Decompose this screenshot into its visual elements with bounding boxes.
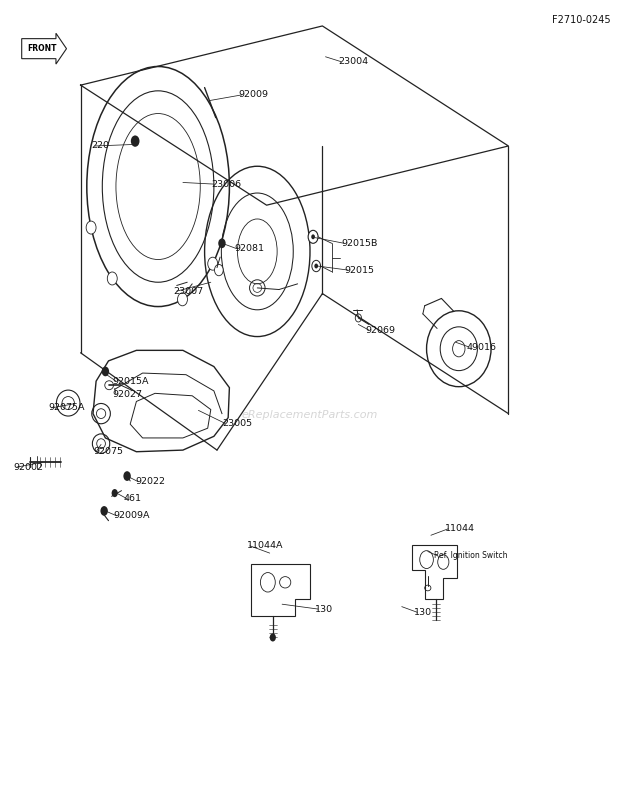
Text: 92075: 92075	[93, 447, 123, 457]
Text: FRONT: FRONT	[27, 44, 56, 54]
Text: 23007: 23007	[174, 286, 204, 296]
Circle shape	[314, 264, 318, 268]
Circle shape	[131, 135, 140, 147]
Text: 49016: 49016	[466, 342, 496, 352]
Text: 130: 130	[414, 607, 432, 617]
Text: 23006: 23006	[211, 179, 241, 189]
Circle shape	[102, 367, 109, 376]
Text: 92075A: 92075A	[48, 403, 85, 413]
FancyArrow shape	[22, 33, 66, 64]
Text: 92081: 92081	[234, 244, 264, 254]
Text: 23005: 23005	[222, 418, 252, 428]
Circle shape	[215, 264, 223, 276]
Text: 23004: 23004	[338, 57, 368, 67]
Text: eReplacementParts.com: eReplacementParts.com	[242, 410, 378, 420]
Text: 92002: 92002	[14, 462, 43, 472]
Circle shape	[107, 272, 117, 285]
Text: Ref. Ignition Switch: Ref. Ignition Switch	[434, 551, 508, 560]
Text: 92015: 92015	[345, 265, 374, 275]
Circle shape	[311, 234, 315, 239]
Text: 92027: 92027	[113, 389, 143, 399]
Text: 92015A: 92015A	[113, 376, 149, 386]
Text: 92009A: 92009A	[113, 511, 150, 521]
Circle shape	[308, 230, 318, 243]
Text: F2710-0245: F2710-0245	[552, 15, 611, 24]
Text: 220: 220	[92, 141, 110, 151]
Circle shape	[270, 633, 276, 642]
Text: 130: 130	[315, 604, 333, 614]
Circle shape	[312, 260, 321, 272]
Circle shape	[123, 471, 131, 481]
Text: 92015B: 92015B	[341, 238, 378, 248]
Text: 92069: 92069	[366, 325, 396, 335]
Circle shape	[86, 221, 96, 234]
Circle shape	[100, 506, 108, 516]
Text: 92022: 92022	[135, 477, 165, 487]
Circle shape	[208, 257, 218, 270]
Text: 11044: 11044	[445, 524, 475, 534]
Text: 461: 461	[124, 494, 142, 504]
Circle shape	[177, 293, 187, 306]
Circle shape	[218, 238, 226, 248]
Text: 92009: 92009	[239, 90, 268, 100]
Circle shape	[112, 489, 118, 497]
Text: 11044A: 11044A	[247, 541, 283, 551]
Circle shape	[453, 341, 465, 357]
